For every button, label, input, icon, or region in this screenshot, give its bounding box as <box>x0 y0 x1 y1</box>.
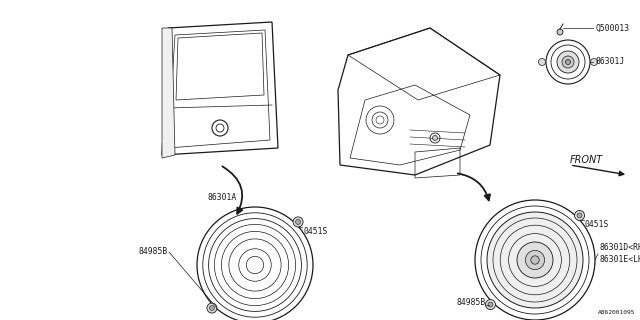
Circle shape <box>433 135 438 140</box>
Circle shape <box>296 220 301 224</box>
Circle shape <box>486 300 495 309</box>
Text: Q500013: Q500013 <box>595 23 629 33</box>
Text: 86301E<LH>: 86301E<LH> <box>600 255 640 265</box>
Circle shape <box>531 256 540 264</box>
Circle shape <box>488 302 493 307</box>
Circle shape <box>566 60 570 65</box>
Text: 84985B: 84985B <box>139 247 168 257</box>
Circle shape <box>557 51 579 73</box>
Circle shape <box>525 250 545 269</box>
Circle shape <box>538 59 545 66</box>
Circle shape <box>591 59 598 66</box>
Circle shape <box>562 56 574 68</box>
Text: 0451S: 0451S <box>303 227 328 236</box>
Text: FRONT: FRONT <box>570 155 604 165</box>
Circle shape <box>293 217 303 227</box>
Polygon shape <box>162 28 175 158</box>
Circle shape <box>557 29 563 35</box>
Text: A862001095: A862001095 <box>598 310 635 315</box>
Circle shape <box>575 211 584 220</box>
Text: 84985B: 84985B <box>456 298 486 307</box>
Circle shape <box>577 213 582 218</box>
Text: 86301A: 86301A <box>207 193 237 202</box>
Text: 86301D<RH>: 86301D<RH> <box>600 244 640 252</box>
Circle shape <box>487 212 583 308</box>
Circle shape <box>209 306 214 311</box>
Text: 86301J: 86301J <box>595 58 624 67</box>
Circle shape <box>517 242 553 278</box>
Circle shape <box>207 303 217 313</box>
Text: 0451S: 0451S <box>584 220 609 229</box>
